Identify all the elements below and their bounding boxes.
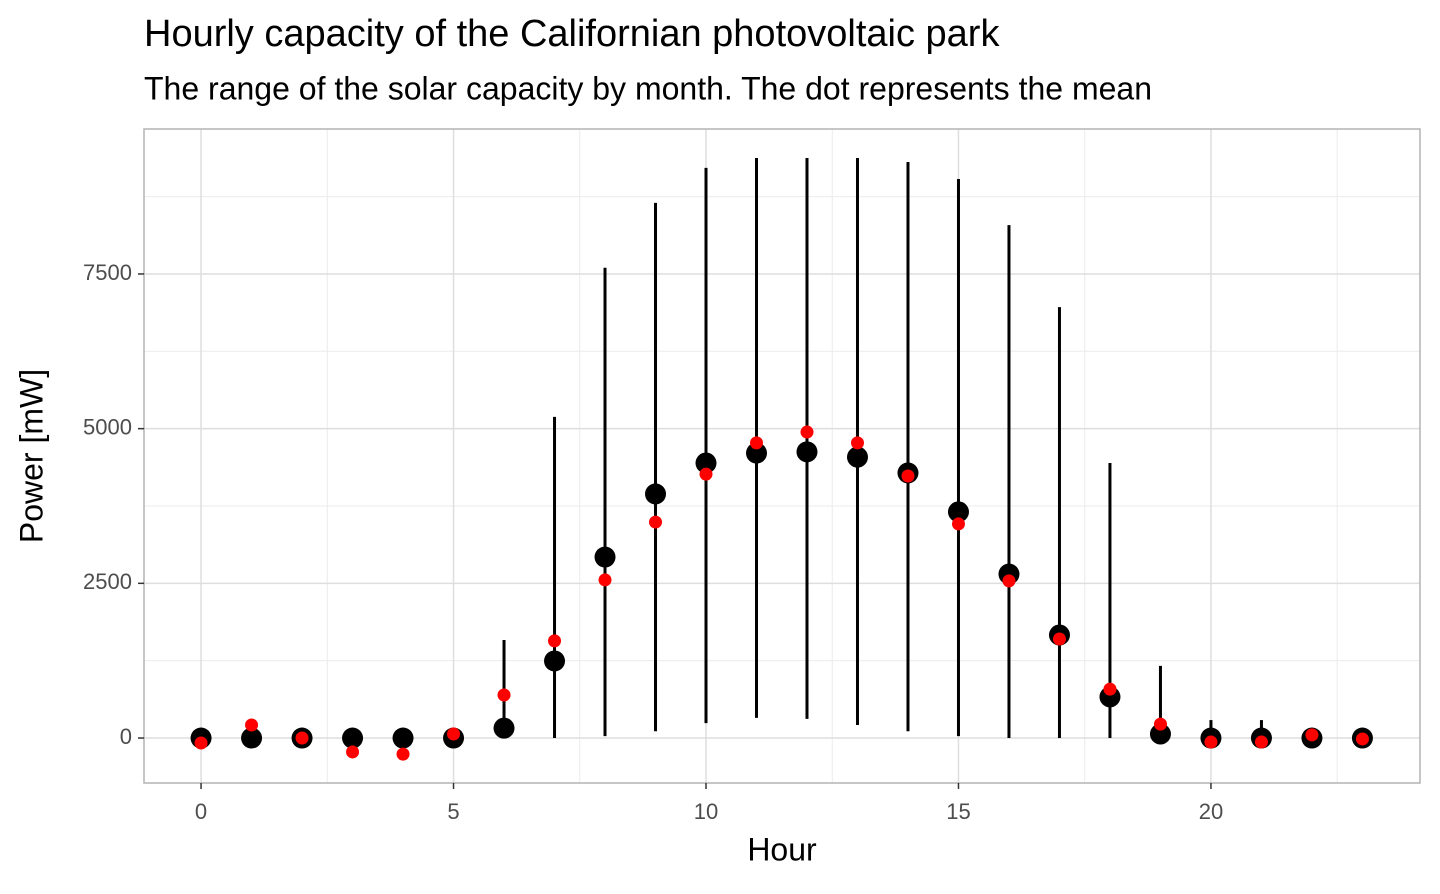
center-point xyxy=(241,727,263,749)
mean-point xyxy=(295,731,309,745)
mean-point xyxy=(194,736,208,750)
x-tick-label: 10 xyxy=(694,799,718,824)
center-point xyxy=(846,446,868,468)
mean-point xyxy=(346,745,360,759)
grid xyxy=(144,129,1420,783)
center-point xyxy=(947,501,969,523)
mean-point xyxy=(447,727,461,741)
mean-point xyxy=(245,718,259,732)
center-point xyxy=(695,452,717,474)
center-point xyxy=(342,727,364,749)
y-tick-label: 2500 xyxy=(83,569,132,594)
marks xyxy=(190,157,1373,761)
mean-point xyxy=(598,573,612,587)
x-tick-label: 5 xyxy=(447,799,459,824)
mean-point xyxy=(497,688,511,702)
y-tick-label: 7500 xyxy=(83,260,132,285)
mean-point xyxy=(850,436,864,450)
mean-point xyxy=(800,425,814,439)
center-point xyxy=(1149,723,1171,745)
x-tick-label: 15 xyxy=(946,799,970,824)
x-tick-label: 20 xyxy=(1199,799,1223,824)
mean-point xyxy=(1052,632,1066,646)
x-axis-label: Hour xyxy=(747,831,817,867)
mean-point xyxy=(1153,717,1167,731)
y-axis-label: Power [mW] xyxy=(13,369,49,543)
y-tick-label: 0 xyxy=(120,724,132,749)
x-tick-label: 0 xyxy=(195,799,207,824)
mean-point xyxy=(649,515,663,529)
mean-point xyxy=(1355,732,1369,746)
y-tick-label: 5000 xyxy=(83,414,132,439)
center-point xyxy=(796,441,818,463)
center-point xyxy=(392,727,414,749)
mean-point xyxy=(951,517,965,531)
mean-point xyxy=(1305,728,1319,742)
mean-point xyxy=(750,436,764,450)
mean-point xyxy=(1254,735,1268,749)
center-point xyxy=(594,546,616,568)
center-point xyxy=(493,717,515,739)
mean-point xyxy=(1103,682,1117,696)
mean-point xyxy=(699,467,713,481)
center-point xyxy=(746,442,768,464)
center-point xyxy=(645,483,667,505)
center-point xyxy=(544,650,566,672)
mean-point xyxy=(396,747,410,761)
mean-point xyxy=(901,469,915,483)
mean-point xyxy=(548,634,562,648)
chart-subtitle: The range of the solar capacity by month… xyxy=(144,70,1152,106)
chart-title: Hourly capacity of the Californian photo… xyxy=(144,13,1000,55)
mean-point xyxy=(1204,735,1218,749)
panel-border xyxy=(143,128,1421,784)
mean-point xyxy=(1002,574,1016,588)
